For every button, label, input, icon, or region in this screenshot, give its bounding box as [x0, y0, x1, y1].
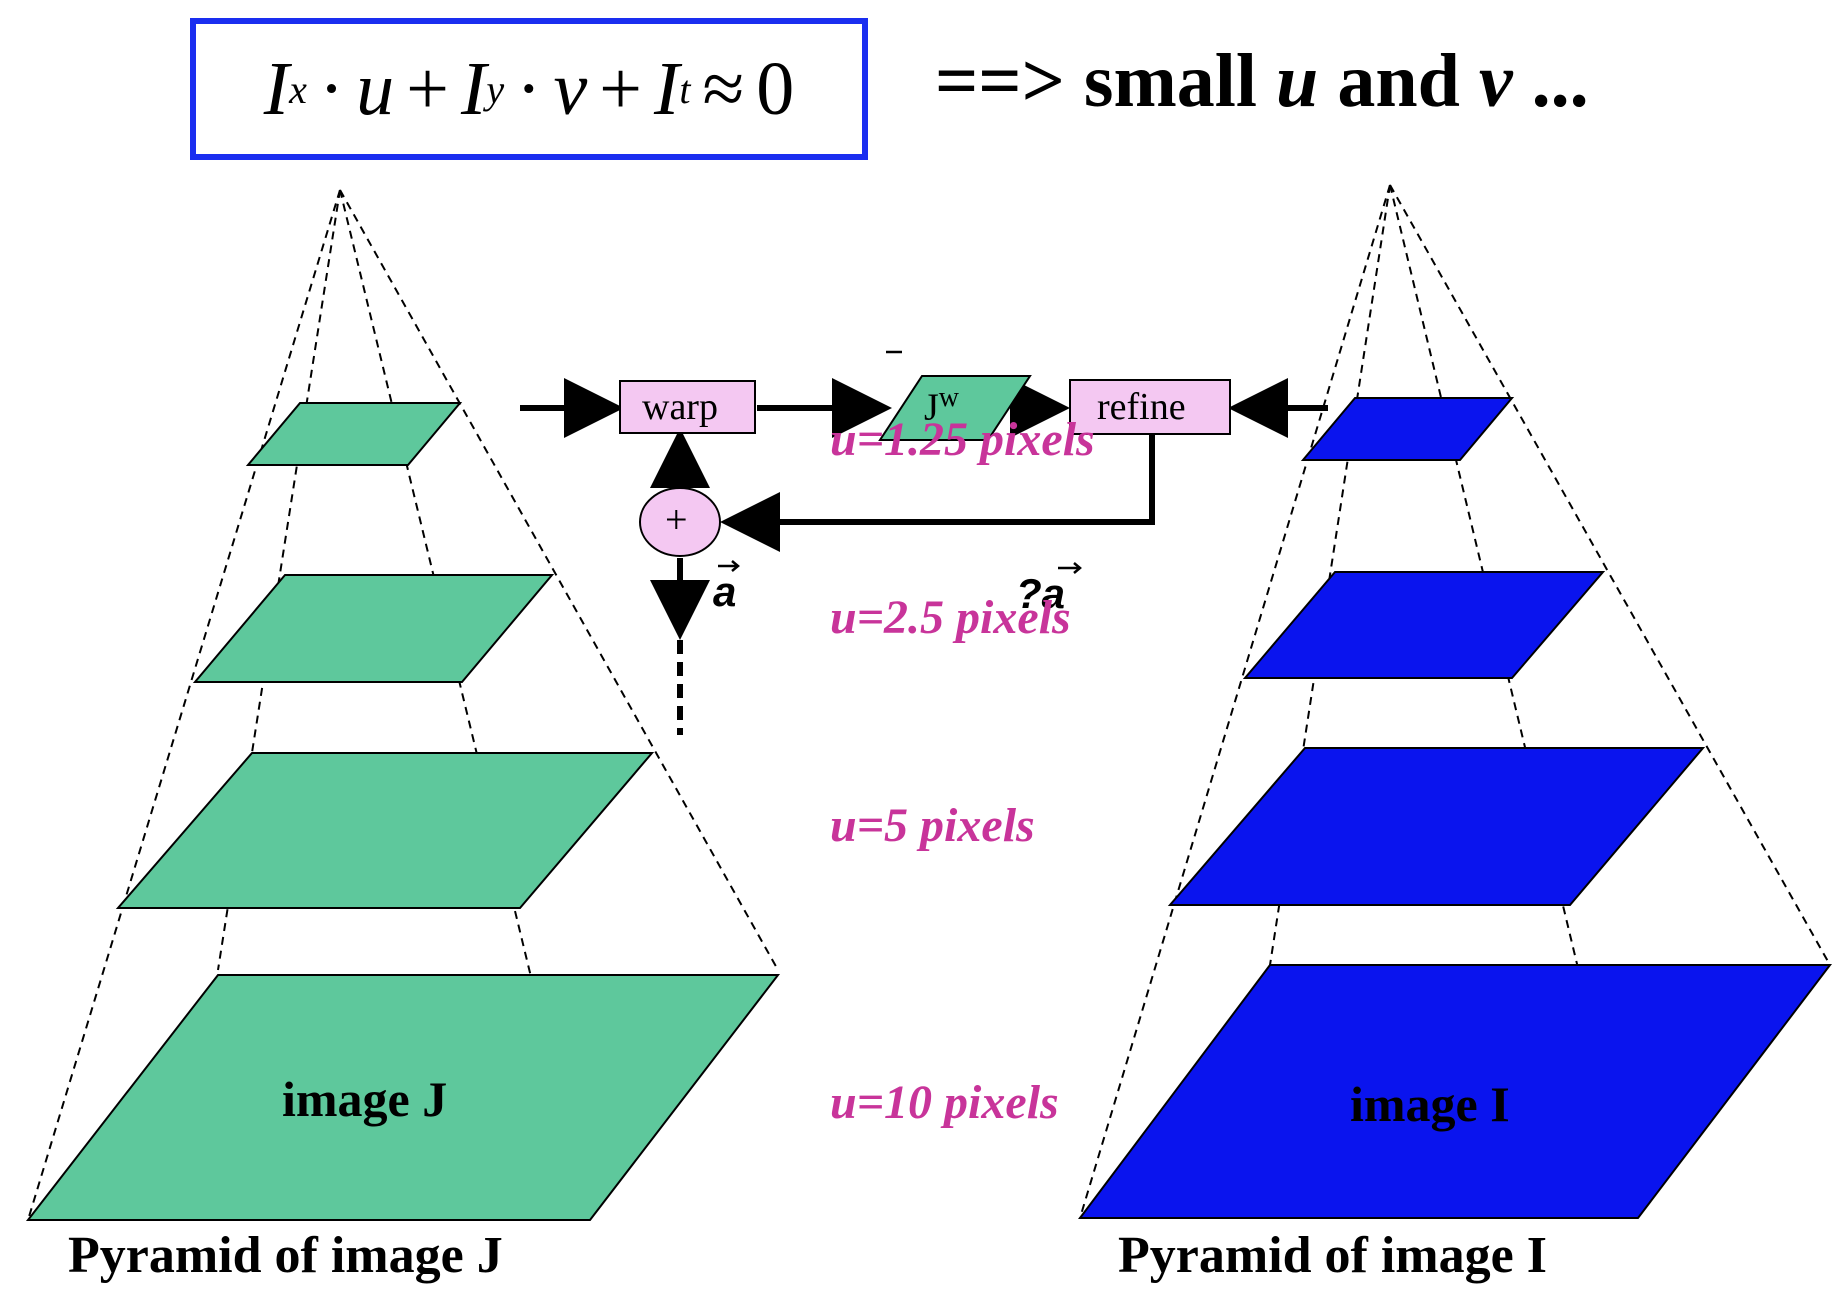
eq-dot-1: ·	[318, 46, 345, 131]
pyramid-i-layers	[1077, 397, 1833, 1219]
refine-input-diamond	[1248, 396, 1276, 420]
equation-tail: ==> small u and v ...	[935, 38, 1589, 125]
delta-a-prefix: ?	[1016, 570, 1042, 617]
pyramid-i-layer-4	[1077, 964, 1833, 1219]
pyramid-i-caption: Pyramid of image I	[1118, 1227, 1547, 1284]
pyramid-j-layer-1	[245, 402, 463, 466]
plus-circle	[639, 487, 721, 557]
pyramid-j-layer-3	[115, 752, 655, 909]
a-vector-accent-head	[731, 560, 740, 572]
eq-it: I	[654, 46, 680, 131]
pyramid-j-caption: Pyramid of image J	[68, 1227, 503, 1284]
eq-t-sub: t	[679, 66, 691, 112]
eq-tail-v: v	[1478, 39, 1513, 123]
pyramid-j-edge-right	[339, 189, 779, 971]
pyramid-i-layer-3	[1167, 747, 1706, 906]
eq-x-sub: x	[289, 66, 307, 112]
arrow-refine-feedback-line	[738, 432, 1155, 525]
eq-ix: I	[263, 46, 290, 131]
warp-box	[619, 380, 756, 434]
eq-tail-u: u	[1276, 39, 1319, 123]
pyramid-j-edge-back	[217, 189, 341, 971]
pyramid-j-layer-2	[192, 574, 555, 683]
pyramid-i-edge-left	[1079, 184, 1391, 1219]
vector-accents	[718, 350, 1082, 574]
pyramid-j-layers	[25, 402, 781, 1221]
pyramid-i-edge-back	[1269, 184, 1391, 966]
image-i-label: image I	[1350, 1076, 1510, 1132]
eq-iy: I	[461, 46, 487, 131]
refine-box	[1069, 379, 1231, 435]
pyramid-i-edge-right	[1389, 184, 1831, 966]
delta-a-symbol: a	[1041, 570, 1066, 617]
eq-tail-and: and	[1318, 39, 1479, 123]
level-label-3: u=5 pixels	[830, 799, 1035, 852]
eq-plus-1: +	[406, 46, 450, 131]
eq-dot-2: ·	[516, 46, 542, 131]
jw-parallelogram	[878, 375, 1032, 441]
refine-label: refine	[1097, 386, 1186, 428]
eq-v: v	[553, 46, 588, 131]
jw-label-base: J	[924, 386, 939, 429]
delta-a-vector-label: ?a	[1016, 570, 1065, 618]
eq-tail-prefix: ==> small	[935, 39, 1277, 123]
jw-label-sup: w	[938, 382, 960, 413]
plus-label: +	[665, 497, 688, 542]
pyramid-j-edge-left	[27, 189, 341, 1221]
flow-arrows	[520, 378, 1328, 735]
delta-a-vector-accent-head	[1073, 562, 1082, 574]
level-label-1: u=1.25 pixels	[830, 413, 1095, 466]
eq-u: u	[356, 46, 395, 131]
level-label-2: u=2.5 pixels	[830, 591, 1071, 644]
pyramid-i-layer-1	[1300, 397, 1515, 461]
eq-zero: 0	[756, 46, 795, 131]
eq-approx: ≈	[702, 46, 745, 131]
eq-tail-suffix: ...	[1512, 39, 1589, 123]
image-j-label: image J	[282, 1071, 448, 1127]
a-vector-label: a	[713, 568, 737, 615]
eq-y-sub: y	[486, 66, 505, 112]
jw-label: Jw	[924, 382, 959, 430]
pyramid-i-layer-2	[1242, 571, 1606, 679]
pyramid-j-layer-4	[25, 974, 781, 1221]
warp-label: warp	[642, 386, 718, 428]
level-label-4: u=10 pixels	[830, 1076, 1059, 1129]
eq-plus-2: +	[599, 46, 643, 131]
